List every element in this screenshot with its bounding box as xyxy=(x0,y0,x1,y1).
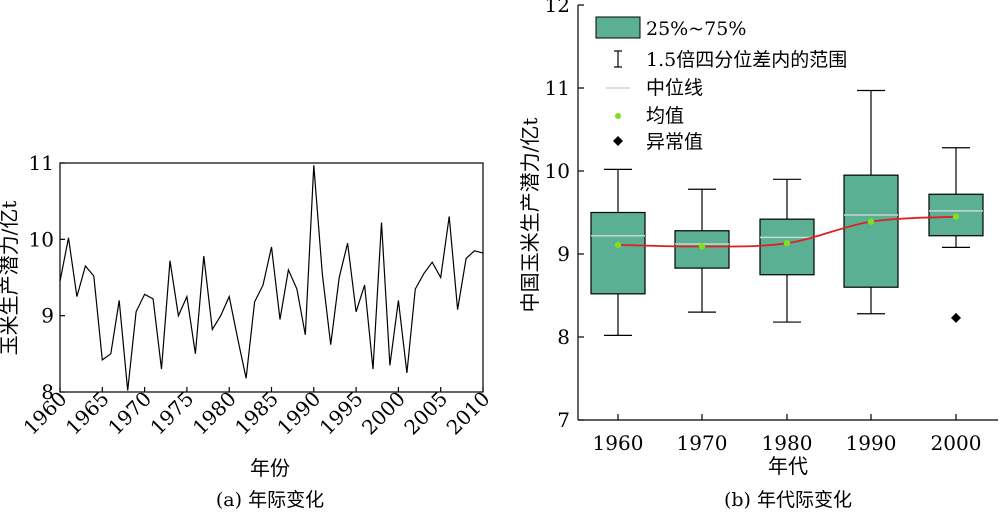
legend-whisker-symbol xyxy=(614,50,622,68)
x-tick-label-a: 1980 xyxy=(188,387,241,440)
y-tick-label-b: 9 xyxy=(557,242,570,266)
y-tick-label-a: 9 xyxy=(41,304,54,328)
box-1980 xyxy=(759,178,815,323)
legend-mean-symbol xyxy=(615,113,621,119)
x-tick-label-a: 2010 xyxy=(442,387,495,440)
x-tick-label-a: 1985 xyxy=(230,387,283,440)
x-tick-label-a: 1965 xyxy=(61,387,114,440)
x-axis-label-a: 年份 xyxy=(250,456,290,480)
mean-point xyxy=(952,213,960,220)
series-line-annual xyxy=(59,165,484,391)
box-1960 xyxy=(590,168,646,336)
legend-label-median: 中位线 xyxy=(646,77,703,99)
box-1990 xyxy=(843,89,899,315)
mean-point xyxy=(867,218,875,225)
panel-decadal-change: 7 8 9 10 11 12 1960 1970 1980 1990 2000 年代 中国玉米生产… xyxy=(518,0,998,511)
x-tick-label-a: 2005 xyxy=(399,387,452,440)
x-tick-label-b: 1980 xyxy=(762,431,813,455)
legend-box-symbol xyxy=(595,16,641,39)
y-tick-label-b: 10 xyxy=(545,159,570,183)
y-tick-label-a: 10 xyxy=(29,227,54,251)
x-tick-label-b: 2000 xyxy=(931,431,982,455)
box-2000 xyxy=(928,147,984,248)
y-tick-label-a: 8 xyxy=(41,380,54,404)
y-tick-label-b: 8 xyxy=(557,325,570,349)
x-tick-label-a: 1975 xyxy=(145,387,198,440)
y-tick-label-b: 12 xyxy=(545,0,570,17)
x-tick-label-b: 1970 xyxy=(677,431,728,455)
caption-a: (a) 年际变化 xyxy=(216,489,324,511)
box-1970 xyxy=(674,188,730,313)
iqr-box xyxy=(759,218,815,276)
iqr-box xyxy=(843,174,899,288)
mean-point xyxy=(783,240,791,247)
legend-label-mean: 均值 xyxy=(646,105,684,127)
caption-b: (b) 年代际变化 xyxy=(724,489,852,511)
x-tick-label-a: 1970 xyxy=(103,387,156,440)
legend-label-box: 25%~75% xyxy=(646,18,746,40)
x-tick-label-b: 1990 xyxy=(846,431,897,455)
x-tick-label-a: 1990 xyxy=(272,387,325,440)
x-tick-label-a: 2000 xyxy=(357,387,410,440)
y-tick-label-b: 7 xyxy=(557,408,570,432)
y-axis-label-a: 玉米生产潜力/亿t xyxy=(0,201,21,356)
legend-label-whisker: 1.5倍四分位差内的范围 xyxy=(646,49,847,71)
mean-point xyxy=(698,243,706,250)
legend-label-outlier: 异常值 xyxy=(646,131,703,153)
plot-frame-a xyxy=(59,162,484,393)
legend: 25%~75% 1.5倍四分位差内的范围 中位线 均值 异常值 xyxy=(595,16,847,153)
x-tick-label-b: 1960 xyxy=(593,431,644,455)
outlier-point xyxy=(951,312,961,323)
y-tick-label-b: 11 xyxy=(545,76,570,100)
mean-point xyxy=(614,241,622,249)
y-axis-label-b: 中国玉米生产潜力/亿t xyxy=(518,118,542,313)
x-tick-label-a: 1995 xyxy=(315,387,368,440)
x-axis-label-b: 年代 xyxy=(768,454,808,478)
legend-outlier-symbol xyxy=(613,136,623,146)
y-tick-label-a: 11 xyxy=(29,151,54,175)
iqr-box xyxy=(590,211,646,295)
